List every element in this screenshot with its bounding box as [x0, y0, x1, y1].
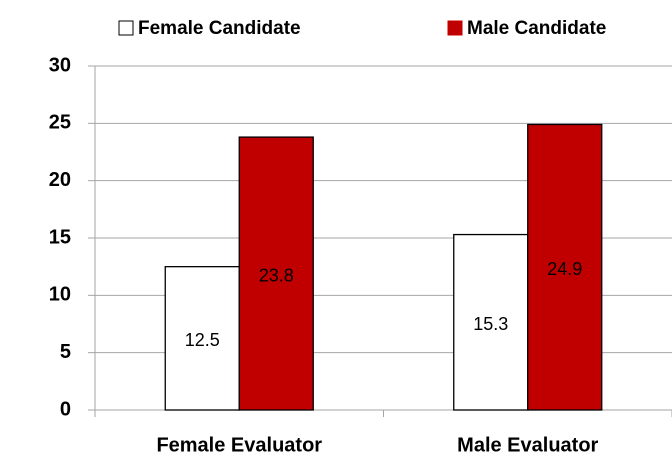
legend-label: Male Candidate [467, 18, 606, 39]
bar [238, 136, 314, 411]
x-tick-label: Female Evaluator [156, 434, 322, 456]
y-tick-label: 25 [49, 112, 71, 134]
y-tick-label: 10 [49, 284, 71, 306]
bar [527, 123, 603, 411]
data-label: 15.3 [473, 314, 508, 334]
legend-label: Female Candidate [138, 18, 301, 39]
y-tick-label: 0 [60, 398, 71, 420]
y-tick-label: 20 [49, 169, 71, 191]
legend-swatch [118, 20, 134, 36]
data-label: 23.8 [259, 265, 294, 285]
y-tick-label: 5 [60, 341, 71, 363]
x-tick-label: Male Evaluator [457, 434, 598, 456]
bar [164, 266, 240, 411]
data-label: 24.9 [547, 259, 582, 279]
y-tick-label: 30 [49, 54, 71, 76]
y-tick-label: 15 [49, 226, 71, 248]
data-label: 12.5 [185, 330, 220, 350]
legend-swatch [447, 20, 463, 36]
bar [453, 233, 529, 411]
